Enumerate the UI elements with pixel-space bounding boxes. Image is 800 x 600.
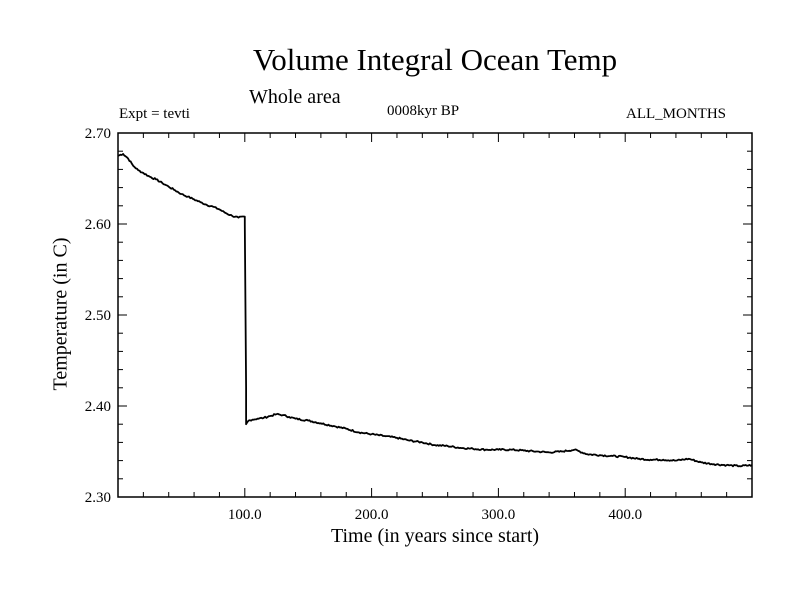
x-tick-label: 300.0 [482,507,516,523]
x-tick-label: 200.0 [355,507,389,523]
series-layer [117,153,753,468]
y-tick-label: 2.40 [85,399,111,415]
experiment-label: Expt = tevti [119,106,190,122]
x-tick-label: 400.0 [608,507,642,523]
x-axis-label: Time (in years since start) [330,525,540,547]
y-tick-label: 2.30 [85,490,111,506]
chart-title: Volume Integral Ocean Temp [252,42,618,77]
series-line [117,153,753,468]
months-label: ALL_MONTHS [626,106,726,122]
y-tick-label: 2.50 [85,308,111,324]
y-tick-label: 2.70 [85,126,111,142]
y-axis-label: Temperature (in C) [49,237,72,391]
y-axis: 2.30 2.40 2.50 2.60 2.70 [85,126,752,506]
period-label: 0008kyr BP [387,103,460,119]
y-tick-label: 2.60 [85,217,111,233]
x-tick-label: 100.0 [228,507,262,523]
chart-subtitle: Whole area [249,86,341,108]
plot-frame [117,132,753,498]
x-axis: 100.0 200.0 300.0 400.0 [142,133,728,523]
